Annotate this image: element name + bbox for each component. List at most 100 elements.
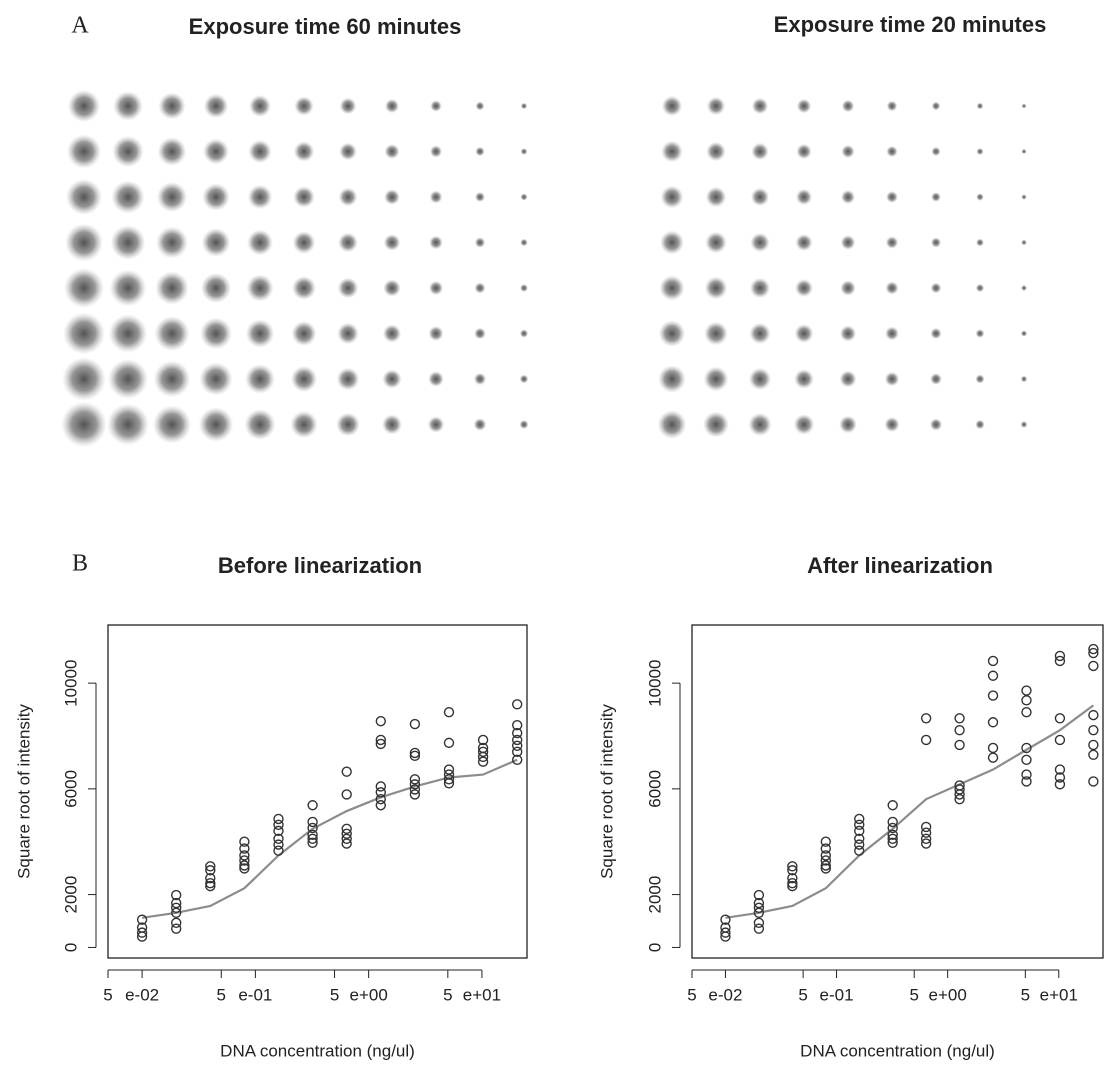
blot-spot [154,361,191,398]
blot-spot [520,329,528,337]
blot-spot [294,141,315,162]
blot-spot [795,234,812,251]
blot-spot [156,227,188,259]
y-axis-title: Square root of intensity [14,704,33,879]
blot-spot [203,139,229,165]
blot-spot [705,232,727,254]
blot-spot [199,362,232,395]
blot-spot [750,233,769,252]
blot-spot [64,268,104,308]
y-tick-label: 6000 [645,770,664,808]
x-tick-label: 5 [1021,985,1030,1004]
x-tick-label: 5 [103,985,112,1004]
blot-spot [976,284,984,292]
blot-spot [1021,194,1026,199]
figure: A Exposure time 60 minutes Exposure time… [0,0,1104,1073]
blot-spot [661,141,683,163]
blot-spot [659,320,685,346]
blot-spot [796,189,812,205]
blot-spot [246,319,274,347]
blot-spot [930,418,942,430]
blot-spot [930,373,942,385]
blot-spot [1021,421,1028,428]
blot-image [658,96,1028,439]
blot-spot [703,411,729,437]
x-tick-label: 5 [909,985,918,1004]
blot-spot [704,322,728,346]
blot-spot [839,370,856,387]
blot-spot [428,371,444,387]
blot-spot [291,366,317,392]
blot-spot [247,230,273,256]
data-point [444,708,453,717]
blot-spot [705,277,728,300]
x-tick-label: 5 [687,985,696,1004]
x-tick-label: e+01 [463,985,501,1004]
blot-spot [797,99,812,114]
blot-spot [748,413,771,436]
data-point [955,714,964,723]
blot-spot [68,90,100,122]
blot-spot [795,279,813,297]
blot-spot [428,326,443,341]
data-point [342,767,351,776]
blot-spot [1022,104,1027,109]
blot-spot [293,186,315,208]
blot-spot [751,143,768,160]
blot-spot [474,373,486,385]
blot-spot [886,191,898,203]
blot-spot [153,405,191,443]
blot-spot [750,278,770,298]
data-point [1022,686,1031,695]
blot-spot [383,324,401,342]
blot-spot [429,281,443,295]
blot-spot [976,148,983,155]
blot-image [61,90,528,447]
blot-spot [339,188,358,207]
blot-spot [109,314,147,352]
chart-title: After linearization [807,553,993,578]
blot-spot [244,409,275,440]
blot-spot [752,98,769,115]
blot-spot [885,327,899,341]
image-title: Exposure time 20 minutes [774,12,1047,37]
x-tick-label: e-01 [820,985,854,1004]
blot-spot [841,145,854,158]
blot-spot [1021,376,1028,383]
data-point [1022,708,1031,717]
x-axis-title: DNA concentration (ng/ul) [800,1041,995,1060]
blot-spot [839,416,857,434]
data-point [410,720,419,729]
data-point [922,735,931,744]
blot-spot [154,316,189,351]
blot-spot [975,374,984,383]
blot-spot [292,276,316,300]
blot-spot [430,145,442,157]
y-axis-title: Square root of intensity [597,704,616,879]
data-point [513,700,522,709]
blot-spot [931,237,941,247]
data-point [1055,780,1064,789]
blot-spot [66,179,102,215]
data-point [1022,696,1031,705]
data-point [1089,726,1098,735]
panel-label: A [71,13,89,39]
blot-spot [706,187,727,208]
blot-spot [931,192,941,202]
x-tick-label: e-02 [708,985,742,1004]
blot-spot [706,142,726,162]
data-point [955,740,964,749]
data-point [989,691,998,700]
blot-spot [245,364,275,394]
data-point [855,846,864,855]
blot-spot [704,367,729,392]
blot-spot [932,102,941,111]
blot-spot [658,410,687,439]
data-point [308,801,317,810]
data-point [1055,735,1064,744]
blot-spot [67,134,101,168]
blot-spot [383,279,401,297]
data-point [989,743,998,752]
blot-spot [520,375,529,384]
blot-spot [338,233,358,253]
